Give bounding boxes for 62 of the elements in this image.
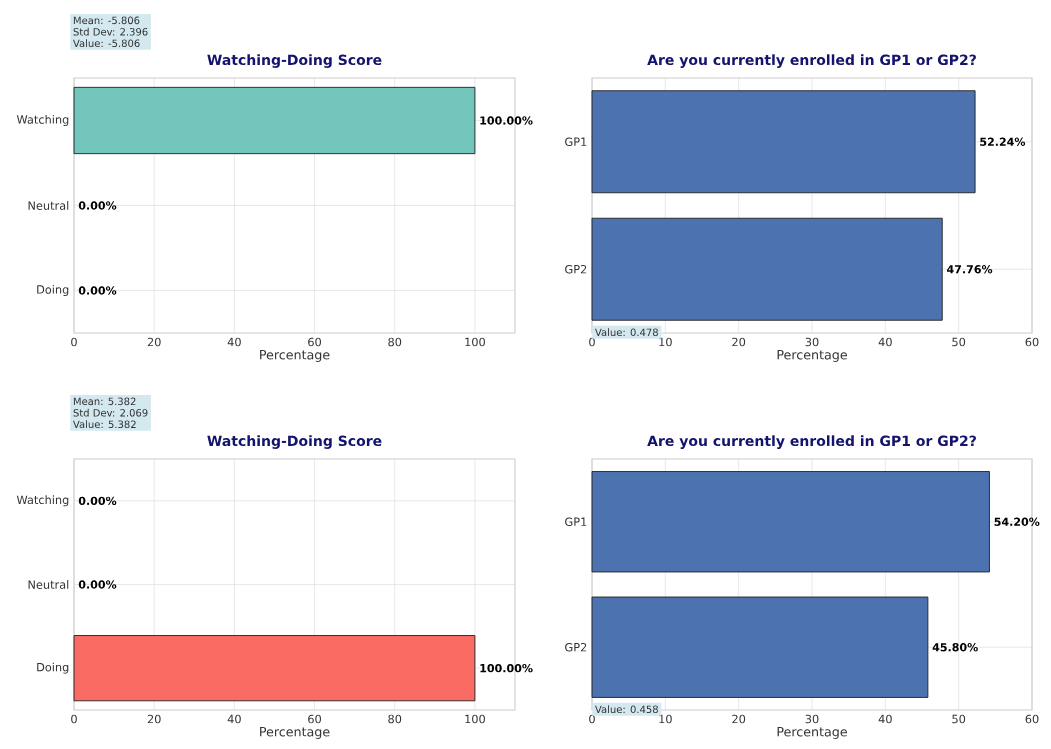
x-tick-label: 80 bbox=[388, 337, 402, 347]
text: Mean: -5.806 bbox=[73, 16, 140, 25]
x-tick-label: 60 bbox=[308, 337, 322, 347]
text: Value: 5.382 bbox=[73, 420, 136, 429]
y-tick-label: Doing bbox=[37, 285, 69, 296]
data-label: 47.76% bbox=[947, 265, 993, 274]
x-tick-label: 20 bbox=[732, 337, 746, 347]
x-tick-label: 30 bbox=[805, 337, 819, 347]
x-tick-label: 0 bbox=[589, 714, 595, 724]
annotation: Value: 0.458 bbox=[595, 705, 658, 714]
x-axis-title: Percentage bbox=[777, 727, 847, 739]
data-label: 100.00% bbox=[480, 663, 533, 673]
x-tick-label: 20 bbox=[147, 714, 161, 724]
y-tick-label: GP2 bbox=[565, 264, 587, 274]
data-label: 0.00% bbox=[78, 286, 117, 295]
chart-title: Are you currently enrolled in GP1 or GP2? bbox=[647, 54, 976, 68]
text: Value: -5.806 bbox=[73, 39, 140, 48]
y-tick-label: GP1 bbox=[565, 517, 587, 527]
x-tick-label: 30 bbox=[805, 714, 819, 724]
x-tick-label: 0 bbox=[589, 337, 595, 347]
x-tick-label: 20 bbox=[147, 337, 161, 347]
data-label: 45.80% bbox=[932, 643, 978, 652]
x-tick-label: 100 bbox=[465, 337, 485, 347]
x-tick-label: 100 bbox=[465, 714, 485, 724]
x-tick-label: 40 bbox=[878, 714, 892, 724]
x-tick-label: 10 bbox=[659, 337, 672, 347]
chart-title: Are you currently enrolled in GP1 or GP2? bbox=[647, 435, 976, 449]
data-label: 52.24% bbox=[980, 137, 1026, 146]
x-tick-label: 60 bbox=[1025, 337, 1039, 347]
y-tick-label: Watching bbox=[16, 495, 69, 507]
text: Mean: 5.382 bbox=[73, 397, 136, 406]
y-tick-label: GP1 bbox=[565, 137, 587, 147]
data-label: 54.20% bbox=[994, 517, 1040, 526]
x-tick-label: 40 bbox=[227, 337, 241, 347]
chart-title: Watching-Doing Score bbox=[207, 435, 382, 449]
x-tick-label: 60 bbox=[1025, 714, 1039, 724]
x-axis-title: Percentage bbox=[260, 727, 330, 739]
x-axis-title: Percentage bbox=[260, 350, 330, 362]
data-label: 0.00% bbox=[78, 496, 117, 505]
y-tick-label: Neutral bbox=[28, 580, 69, 589]
data-label: 0.00% bbox=[78, 201, 117, 210]
data-label: 100.00% bbox=[480, 116, 533, 125]
text: Std Dev: 2.396 bbox=[73, 27, 148, 36]
y-tick-label: Doing bbox=[37, 662, 69, 674]
x-tick-label: 10 bbox=[659, 714, 672, 724]
y-tick-label: GP2 bbox=[565, 642, 587, 652]
x-tick-label: 20 bbox=[732, 714, 746, 724]
x-axis-title: Percentage bbox=[777, 350, 847, 362]
data-label: 0.00% bbox=[78, 580, 117, 589]
x-tick-label: 40 bbox=[878, 337, 892, 347]
y-tick-label: Neutral bbox=[28, 201, 69, 210]
x-tick-label: 0 bbox=[71, 337, 77, 347]
x-tick-label: 50 bbox=[952, 714, 966, 724]
x-tick-label: 80 bbox=[388, 714, 402, 724]
x-tick-label: 60 bbox=[308, 714, 322, 724]
x-tick-label: 0 bbox=[71, 714, 77, 724]
annotation: Value: 0.478 bbox=[595, 328, 658, 337]
y-tick-label: Watching bbox=[16, 115, 69, 126]
x-tick-label: 40 bbox=[227, 714, 241, 724]
chart-title: Watching-Doing Score bbox=[207, 54, 382, 68]
text: Std Dev: 2.069 bbox=[73, 408, 148, 417]
x-tick-label: 50 bbox=[952, 337, 966, 347]
